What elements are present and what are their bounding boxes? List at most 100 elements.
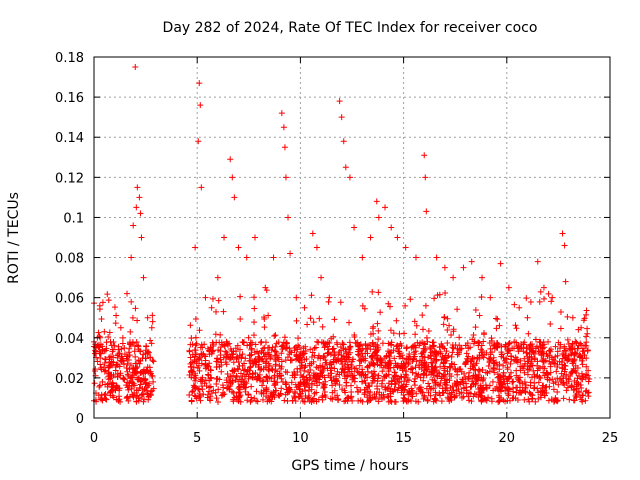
data-point: [345, 351, 352, 358]
data-point: [248, 346, 255, 353]
data-point: [436, 370, 443, 377]
data-point: [401, 378, 408, 385]
data-point: [496, 366, 503, 373]
data-point: [138, 234, 145, 241]
data-point: [341, 369, 348, 376]
data-point: [197, 344, 204, 351]
data-point: [188, 335, 195, 342]
data-point: [125, 386, 132, 393]
data-points: [93, 64, 591, 351]
data-point: [306, 371, 313, 378]
data-point: [136, 194, 143, 201]
data-point: [227, 354, 234, 361]
data-point: [281, 144, 288, 151]
data-point: [303, 381, 310, 388]
data-point: [567, 346, 574, 353]
data-point: [539, 348, 546, 355]
data-point: [395, 379, 402, 386]
data-point: [573, 394, 580, 401]
data-point: [287, 357, 294, 364]
data-point: [336, 371, 343, 378]
data-point: [106, 362, 113, 369]
data-point: [537, 344, 544, 351]
y-axis-label: ROTI / TECUs: [6, 192, 22, 284]
data-point: [534, 362, 541, 369]
data-point: [192, 316, 199, 323]
data-point: [421, 347, 428, 354]
data-point: [263, 374, 270, 381]
data-point: [214, 274, 221, 281]
data-point: [353, 384, 360, 391]
data-point: [243, 254, 250, 261]
data-point: [394, 234, 401, 241]
data-point: [374, 375, 381, 382]
data-point: [581, 315, 588, 322]
data-point: [227, 156, 234, 163]
data-point: [526, 346, 533, 353]
data-point: [105, 297, 112, 304]
data-point: [209, 295, 216, 302]
data-point: [488, 395, 495, 402]
data-point: [273, 340, 280, 347]
data-point: [454, 366, 461, 373]
data-point: [340, 138, 347, 145]
data-point: [444, 315, 451, 322]
data-point: [326, 294, 333, 301]
data-point: [415, 371, 422, 378]
data-point: [346, 319, 353, 326]
data-point: [192, 393, 199, 400]
data-point: [422, 174, 429, 181]
data-point: [363, 384, 370, 391]
data-point: [258, 338, 265, 345]
data-point: [373, 198, 380, 205]
data-point: [571, 377, 578, 384]
data-point: [351, 365, 358, 372]
data-point: [503, 359, 510, 366]
data-point: [402, 359, 409, 366]
data-point: [338, 352, 345, 359]
data-point: [540, 284, 547, 291]
data-point: [563, 387, 570, 394]
data-point: [293, 317, 300, 324]
data-point: [464, 356, 471, 363]
data-point: [387, 327, 394, 334]
data-point: [347, 343, 354, 350]
data-point: [382, 363, 389, 370]
data-point: [428, 345, 435, 352]
data-point: [261, 314, 268, 321]
data-point: [412, 375, 419, 382]
data-point: [147, 354, 154, 361]
data-point: [436, 343, 443, 350]
data-point: [556, 345, 563, 352]
data-point: [583, 307, 590, 314]
data-point: [474, 376, 481, 383]
data-point: [196, 390, 203, 397]
data-point: [252, 341, 259, 348]
data-point: [511, 338, 518, 345]
data-point: [374, 320, 381, 327]
data-point: [316, 315, 323, 322]
data-point: [325, 349, 332, 356]
data-point: [141, 366, 148, 373]
data-point: [328, 364, 335, 371]
data-point: [584, 325, 591, 332]
dense-data-band: [91, 287, 593, 405]
data-point: [420, 370, 427, 377]
data-point: [364, 368, 371, 375]
data-point: [272, 348, 279, 355]
data-point: [351, 224, 358, 231]
data-point: [465, 345, 472, 352]
data-point: [475, 339, 482, 346]
data-point: [149, 318, 156, 325]
data-point: [273, 387, 280, 394]
data-point: [273, 351, 280, 358]
data-point: [101, 348, 108, 355]
data-point: [524, 371, 531, 378]
data-point: [469, 375, 476, 382]
data-point: [369, 288, 376, 295]
data-point: [204, 345, 211, 352]
data-point: [332, 356, 339, 363]
data-point: [541, 358, 548, 365]
data-point: [125, 397, 132, 404]
data-point: [216, 376, 223, 383]
